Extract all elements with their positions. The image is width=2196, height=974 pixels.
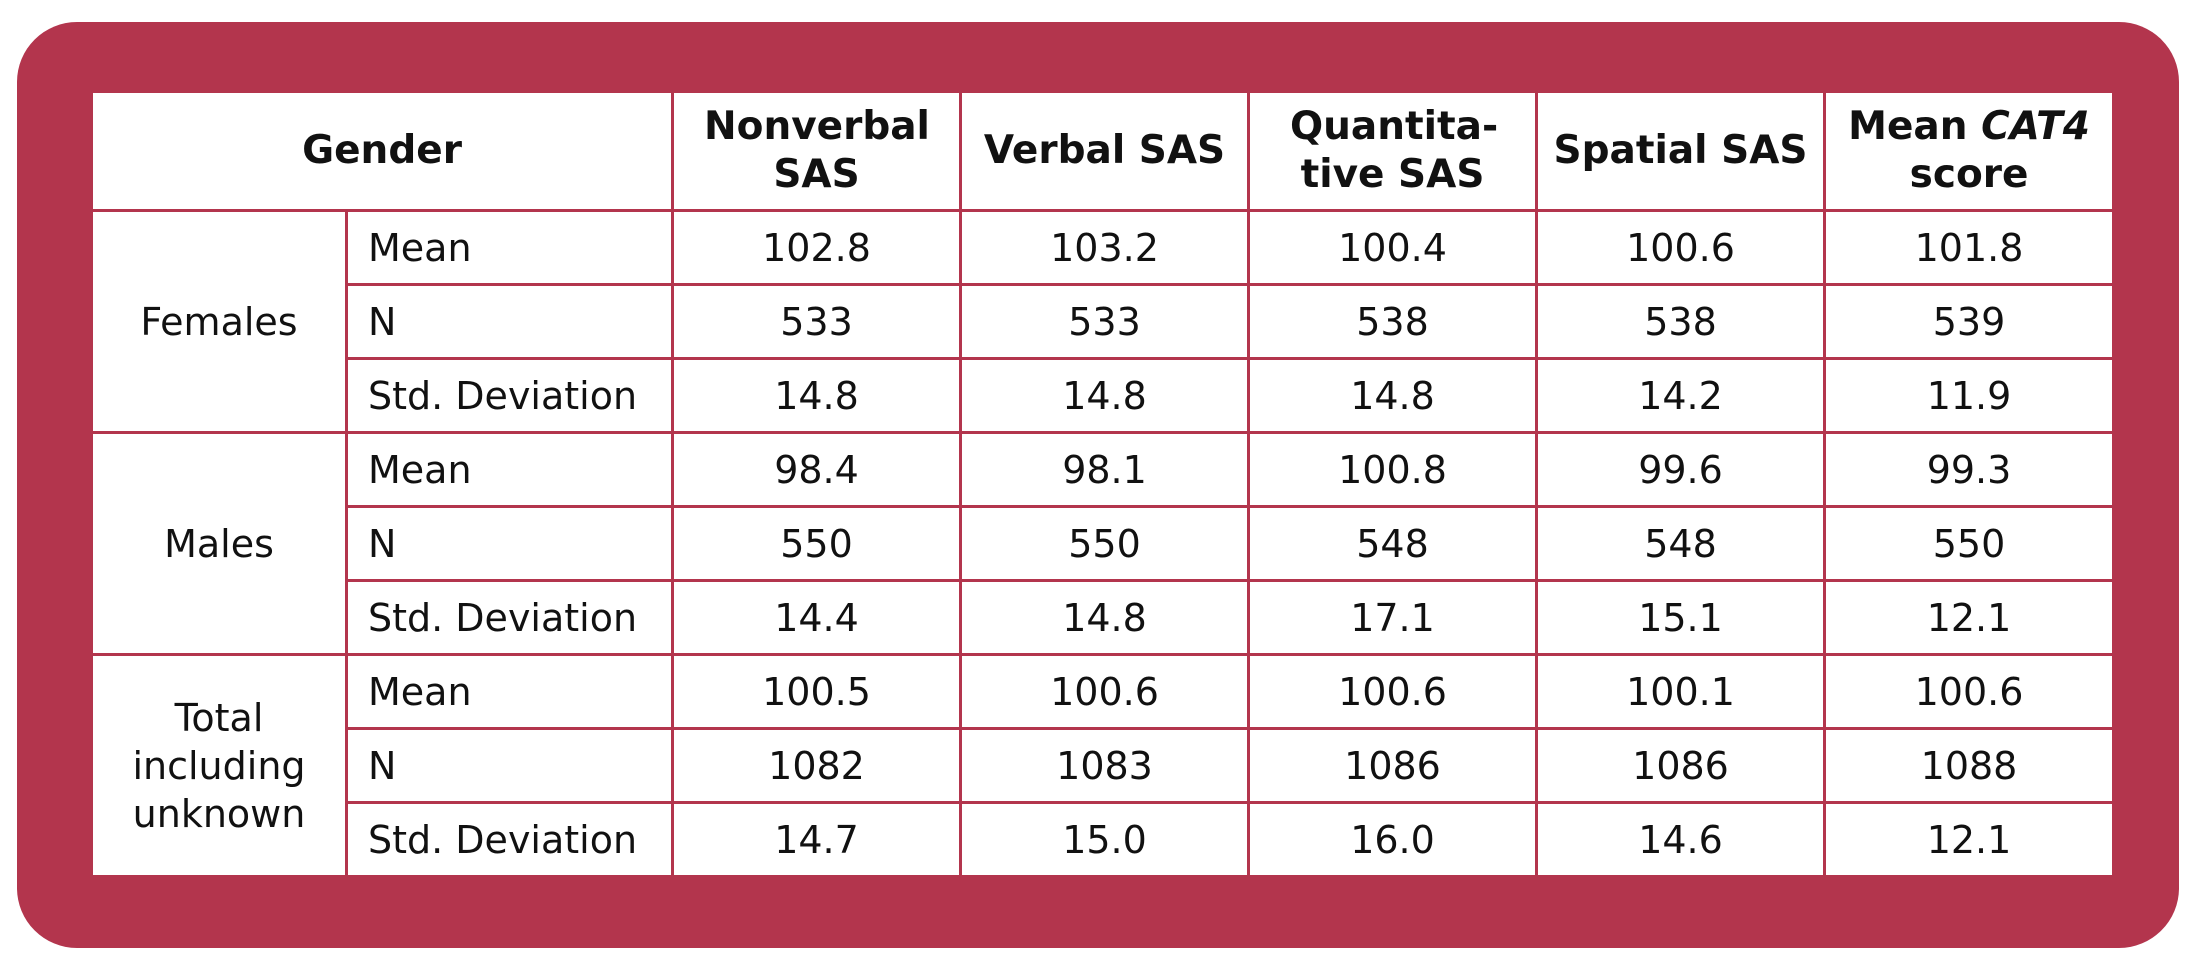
table-cell: 548 bbox=[1247, 505, 1539, 582]
table-cell: 100.8 bbox=[1247, 431, 1539, 508]
stat-label: Mean bbox=[344, 653, 675, 730]
table-cell: 14.8 bbox=[1247, 357, 1539, 434]
table-cell: 1088 bbox=[1823, 727, 2116, 804]
header-mean-cat4-suffix: score bbox=[1909, 152, 2029, 197]
table-cell: 1086 bbox=[1247, 727, 1539, 804]
table-cell: 12.1 bbox=[1823, 801, 2116, 878]
table-cell: 11.9 bbox=[1823, 357, 2116, 434]
table-cell: 100.6 bbox=[1823, 653, 2116, 730]
header-mean-cat4-score: Mean CAT4 score bbox=[1823, 90, 2116, 212]
table-cell: 100.6 bbox=[1247, 653, 1539, 730]
table-cell: 101.8 bbox=[1823, 209, 2116, 286]
table-cell: 539 bbox=[1823, 283, 2116, 360]
table-cell: 100.6 bbox=[959, 653, 1251, 730]
group-label-males: Males bbox=[90, 431, 348, 656]
table-cell: 15.1 bbox=[1535, 579, 1827, 656]
stat-label: Std. Deviation bbox=[344, 801, 675, 878]
table-cell: 16.0 bbox=[1247, 801, 1539, 878]
table-cell: 533 bbox=[671, 283, 963, 360]
header-verbal-sas: Verbal SAS bbox=[959, 90, 1251, 212]
table-cell: 1082 bbox=[671, 727, 963, 804]
table-row: N 533 533 538 538 539 bbox=[92, 283, 2116, 360]
table-cell: 14.8 bbox=[671, 357, 963, 434]
table-cell: 538 bbox=[1535, 283, 1827, 360]
header-gender: Gender bbox=[89, 90, 675, 212]
table-cell: 14.4 bbox=[671, 579, 963, 656]
table-row: Std. Deviation 14.8 14.8 14.8 14.2 11.9 bbox=[92, 357, 2116, 434]
header-nonverbal-sas: Nonverbal SAS bbox=[671, 90, 963, 212]
header-row: Gender Nonverbal SAS Verbal SAS Quantita… bbox=[89, 90, 2116, 212]
table-cell: 12.1 bbox=[1823, 579, 2116, 656]
stat-label: Mean bbox=[344, 431, 675, 508]
table-cell: 14.2 bbox=[1535, 357, 1827, 434]
table-cell: 548 bbox=[1535, 505, 1827, 582]
table-cell: 550 bbox=[1823, 505, 2116, 582]
group-label-females: Females bbox=[90, 209, 348, 434]
header-quantitative-sas: Quantita-tive SAS bbox=[1247, 90, 1539, 212]
table-cell: 17.1 bbox=[1247, 579, 1539, 656]
table-row: Males Mean 98.4 98.1 100.8 99.6 99.3 bbox=[90, 431, 2116, 656]
table-row: Females Mean 102.8 103.2 100.4 100.6 101… bbox=[90, 209, 2116, 434]
table-cell: 14.6 bbox=[1535, 801, 1827, 878]
stat-label: N bbox=[344, 505, 675, 582]
table-row: Total including unknown Mean 100.5 100.6… bbox=[90, 653, 2116, 878]
table-cell: 14.7 bbox=[671, 801, 963, 878]
table-cell: 1083 bbox=[959, 727, 1251, 804]
table-cell: 102.8 bbox=[671, 209, 963, 286]
table-cell: 99.3 bbox=[1823, 431, 2116, 508]
stat-label: Mean bbox=[344, 209, 675, 286]
table-row: Std. Deviation 14.4 14.8 17.1 15.1 12.1 bbox=[92, 579, 2116, 656]
table-cell: 100.1 bbox=[1535, 653, 1827, 730]
table-cell: 98.1 bbox=[959, 431, 1251, 508]
stat-label: Std. Deviation bbox=[344, 357, 675, 434]
table-cell: 100.4 bbox=[1247, 209, 1539, 286]
group-label-total: Total including unknown bbox=[90, 653, 348, 878]
sas-statistics-table: Gender Nonverbal SAS Verbal SAS Quantita… bbox=[89, 90, 2116, 878]
table-cell: 550 bbox=[959, 505, 1251, 582]
table-cell: 538 bbox=[1247, 283, 1539, 360]
table-cell: 14.8 bbox=[959, 579, 1251, 656]
table-cell: 103.2 bbox=[959, 209, 1251, 286]
table-cell: 98.4 bbox=[671, 431, 963, 508]
table-cell: 1086 bbox=[1535, 727, 1827, 804]
stat-label: N bbox=[344, 283, 675, 360]
table-cell: 14.8 bbox=[959, 357, 1251, 434]
table-cell: 533 bbox=[959, 283, 1251, 360]
header-spatial-sas: Spatial SAS bbox=[1535, 90, 1827, 212]
header-mean-cat4-italic: CAT4 bbox=[1981, 104, 2090, 149]
header-mean-cat4-prefix: Mean bbox=[1848, 104, 1982, 149]
table-cell: 15.0 bbox=[959, 801, 1251, 878]
table-cell: 100.6 bbox=[1535, 209, 1827, 286]
stat-label: Std. Deviation bbox=[344, 579, 675, 656]
stat-label: N bbox=[344, 727, 675, 804]
table-row: N 1082 1083 1086 1086 1088 bbox=[92, 727, 2116, 804]
table-row: N 550 550 548 548 550 bbox=[92, 505, 2116, 582]
table-row: Std. Deviation 14.7 15.0 16.0 14.6 12.1 bbox=[92, 801, 2116, 878]
table-cell: 550 bbox=[671, 505, 963, 582]
table-cell: 99.6 bbox=[1535, 431, 1827, 508]
table-cell: 100.5 bbox=[671, 653, 963, 730]
